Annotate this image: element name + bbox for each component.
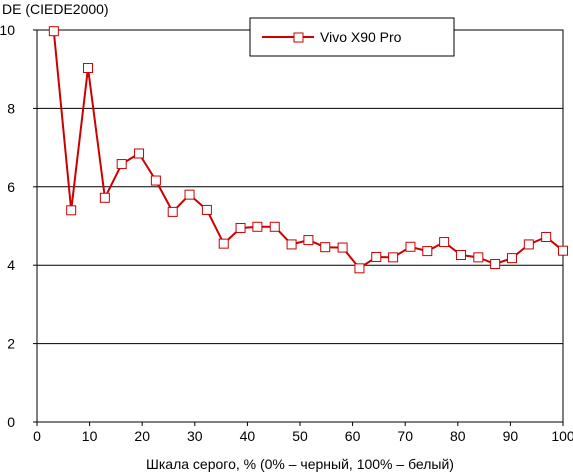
data-point	[523, 239, 534, 250]
data-point	[286, 239, 297, 250]
data-point	[235, 222, 246, 233]
data-point	[405, 241, 416, 252]
x-tick-label: 30	[187, 428, 203, 444]
data-point	[303, 235, 314, 246]
x-tick-label: 40	[240, 428, 256, 444]
y-axis-ticks: 0 2 4 6 8 10	[0, 22, 37, 430]
data-point	[269, 221, 280, 232]
x-tick-label: 80	[450, 428, 466, 444]
data-point	[150, 175, 161, 186]
legend-marker	[293, 32, 304, 43]
data-point	[66, 205, 77, 216]
x-tick-label: 50	[292, 428, 308, 444]
data-point	[439, 237, 450, 248]
data-point	[99, 192, 110, 203]
data-point	[371, 251, 382, 262]
data-point	[541, 231, 552, 242]
data-point	[134, 148, 145, 159]
plot-area	[36, 29, 564, 423]
data-point	[388, 252, 399, 263]
data-point	[506, 253, 517, 264]
y-tick-label: 6	[7, 179, 15, 195]
legend-label: Vivo X90 Pro	[320, 29, 402, 45]
data-point	[337, 242, 348, 253]
x-tick-label: 0	[33, 428, 41, 444]
series-layer	[48, 26, 568, 274]
data-point	[201, 204, 212, 215]
x-tick-label: 20	[134, 428, 150, 444]
data-point	[83, 63, 94, 74]
x-tick-label: 60	[345, 428, 361, 444]
x-tick-label: 100	[551, 428, 573, 444]
data-point	[422, 246, 433, 257]
data-point	[116, 159, 127, 170]
y-tick-label: 10	[0, 22, 15, 38]
x-axis-ticks: 0 10 20 30 40 50 60 70 80 90 100	[33, 422, 573, 444]
y-tick-label: 0	[7, 414, 15, 430]
x-tick-label: 10	[82, 428, 98, 444]
data-point	[252, 221, 263, 232]
grid-lines	[37, 107, 563, 345]
y-tick-label: 8	[7, 100, 15, 116]
y-axis-title: DE (CIEDE2000)	[2, 1, 109, 17]
data-point	[48, 26, 59, 37]
legend: Vivo X90 Pro	[249, 17, 455, 57]
data-point	[354, 263, 365, 274]
x-tick-label: 90	[503, 428, 519, 444]
y-tick-label: 4	[7, 257, 15, 273]
data-point	[184, 189, 195, 200]
x-axis-title: Шкала серого, % (0% – черный, 100% – бел…	[146, 456, 454, 472]
data-point	[455, 250, 466, 261]
data-point	[473, 252, 484, 263]
x-tick-label: 70	[397, 428, 413, 444]
data-point	[167, 206, 178, 217]
data-point	[218, 238, 229, 249]
data-point	[320, 242, 331, 253]
data-point	[490, 259, 501, 270]
data-point	[558, 245, 568, 256]
y-tick-label: 2	[7, 336, 15, 352]
